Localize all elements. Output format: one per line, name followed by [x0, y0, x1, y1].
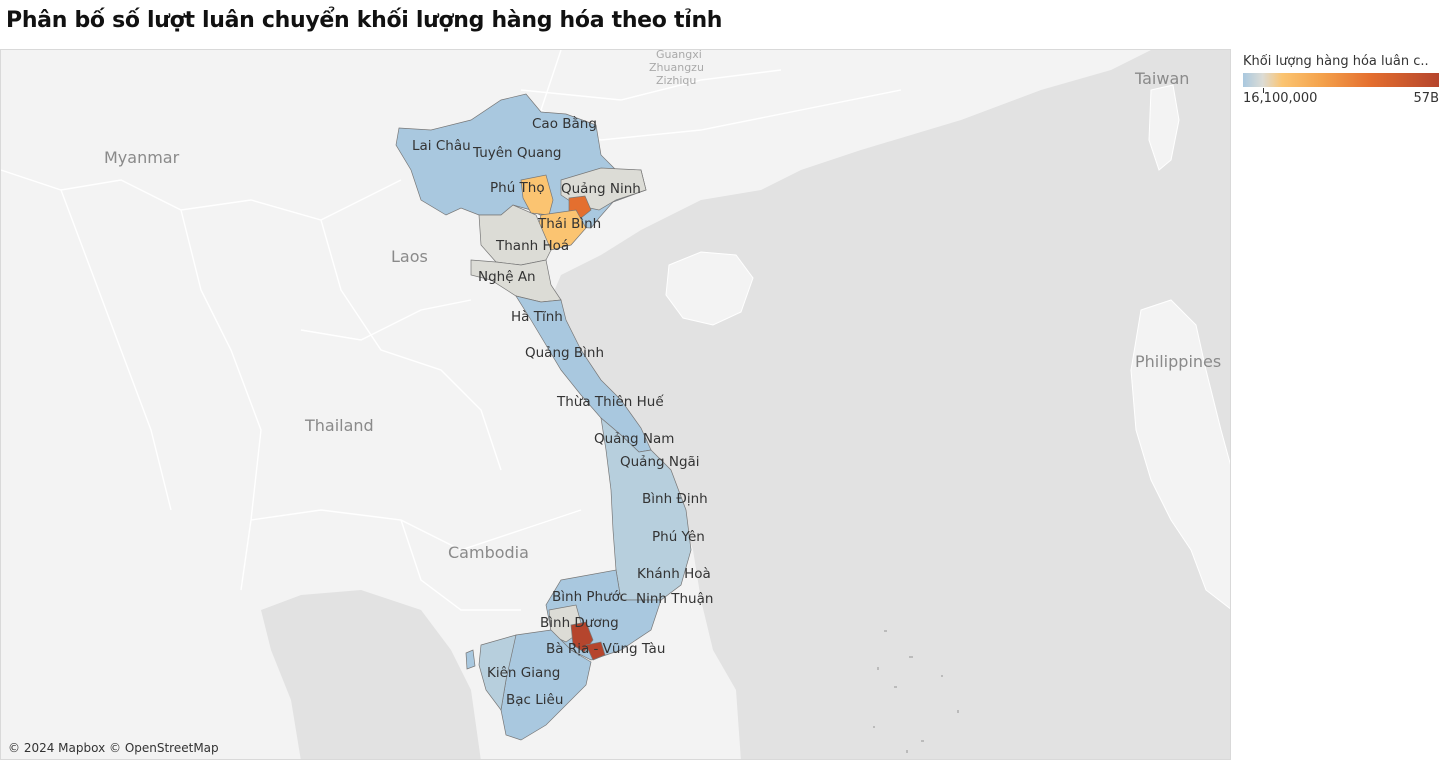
map-canvas[interactable]: Myanmar Laos Thailand Cambodia Taiwan Ph… [1, 50, 1231, 760]
province-label: Thái Bình [537, 216, 601, 232]
chart-title: Phân bố số lượt luân chuyển khối lượng h… [6, 8, 723, 33]
legend-max-value: 57B [1413, 91, 1439, 106]
province-label: Thanh Hoá [495, 238, 569, 254]
province-label: Quảng Ngãi [620, 454, 700, 470]
philippines-islands [1130, 299, 1230, 610]
country-label-cambodia: Cambodia [448, 543, 529, 562]
hainan-island [665, 251, 754, 326]
map-view[interactable]: Myanmar Laos Thailand Cambodia Taiwan Ph… [0, 49, 1231, 760]
province-thanh-hoa[interactable] [478, 204, 552, 266]
paracel-spratly-islands [873, 630, 959, 753]
province-label: Tuyên Quang [472, 145, 561, 161]
sea-area [546, 50, 1230, 759]
admin-boundaries [1, 50, 902, 611]
province-label: Nghệ An [478, 269, 536, 285]
province-label: Ninh Thuận [636, 591, 713, 607]
province-label: Bà Rịa - Vũng Tàu [546, 641, 665, 657]
country-label-laos: Laos [391, 247, 428, 266]
country-label-myanmar: Myanmar [104, 148, 180, 167]
taiwan-island [1148, 84, 1180, 171]
country-label-taiwan: Taiwan [1134, 69, 1189, 88]
region-label-zizhiqu: Zizhiqu [656, 74, 696, 87]
province-label: Hà Tĩnh [511, 309, 563, 325]
province-label: Quảng Ninh [561, 181, 641, 197]
province-label: Bạc Liêu [506, 692, 563, 708]
province-labels: Cao Bằng Lai Châu Tuyên Quang Phú Thọ Qu… [412, 115, 713, 708]
province-label: Bình Dương [540, 615, 619, 631]
province-label: Bình Phước [552, 589, 627, 605]
region-label-zhuangzu: Zhuangzu [649, 61, 704, 74]
phu-quoc-island[interactable] [465, 649, 476, 670]
province-label: Kiên Giang [487, 665, 560, 681]
legend-min-value: 16,100,000 [1243, 91, 1318, 106]
legend-tick [1263, 88, 1264, 93]
color-legend: Khối lượng hàng hóa luân c.. 16,100,000 … [1243, 54, 1441, 106]
province-label: Thừa Thiên Huế [556, 393, 664, 410]
province-label: Phú Yên [652, 529, 705, 545]
province-label: Phú Thọ [490, 180, 545, 196]
legend-title: Khối lượng hàng hóa luân c.. [1243, 54, 1429, 69]
province-kien-giang[interactable] [478, 634, 517, 711]
country-label-philippines: Philippines [1135, 352, 1221, 371]
province-label: Cao Bằng [532, 115, 597, 132]
vietnam-provinces [395, 93, 692, 741]
legend-gradient-bar[interactable] [1243, 73, 1439, 87]
region-label-guangxi: Guangxi [656, 50, 702, 61]
province-label: Bình Định [642, 491, 708, 507]
country-label-thailand: Thailand [304, 416, 374, 435]
province-ba-ria-vung-tau[interactable] [585, 641, 606, 661]
province-label: Quảng Nam [594, 431, 674, 447]
province-label: Khánh Hoà [637, 566, 711, 582]
province-label: Lai Châu [412, 138, 471, 154]
province-south-central[interactable] [600, 417, 692, 601]
province-label: Quảng Bình [525, 345, 604, 361]
gulf-of-thailand [261, 590, 481, 759]
map-attribution: © 2024 Mapbox © OpenStreetMap [8, 741, 219, 755]
